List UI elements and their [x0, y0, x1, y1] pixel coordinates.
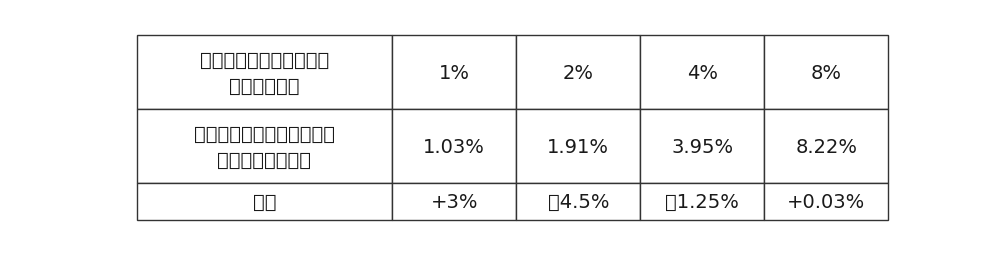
Bar [764, 36, 888, 110]
Text: －4.5%: －4.5% [548, 192, 609, 211]
Bar [640, 183, 764, 220]
Text: 8%: 8% [811, 64, 842, 83]
Bar [764, 110, 888, 183]
Text: 8.22%: 8.22% [795, 137, 857, 156]
Bar [137, 36, 392, 110]
Text: 对混合溶液中四丙基溴化铵
质量分数的测定值: 对混合溶液中四丙基溴化铵 质量分数的测定值 [194, 124, 335, 169]
Text: 1.03%: 1.03% [423, 137, 485, 156]
Text: 1%: 1% [439, 64, 470, 83]
Bar [392, 183, 516, 220]
Text: －1.25%: －1.25% [665, 192, 739, 211]
Text: +0.03%: +0.03% [787, 192, 865, 211]
Text: 误差: 误差 [253, 192, 276, 211]
Bar [137, 110, 392, 183]
Bar [640, 36, 764, 110]
Text: 3.95%: 3.95% [671, 137, 733, 156]
Text: 混合溶液中四丙基溴化铵
真实质量分数: 混合溶液中四丙基溴化铵 真实质量分数 [200, 51, 329, 96]
Text: 4%: 4% [687, 64, 718, 83]
Bar [392, 36, 516, 110]
Text: 1.91%: 1.91% [547, 137, 609, 156]
Bar [392, 110, 516, 183]
Bar [640, 110, 764, 183]
Bar [516, 183, 640, 220]
Bar [516, 110, 640, 183]
Text: +3%: +3% [430, 192, 478, 211]
Bar [764, 183, 888, 220]
Bar [137, 183, 392, 220]
Bar [516, 36, 640, 110]
Text: 2%: 2% [563, 64, 594, 83]
